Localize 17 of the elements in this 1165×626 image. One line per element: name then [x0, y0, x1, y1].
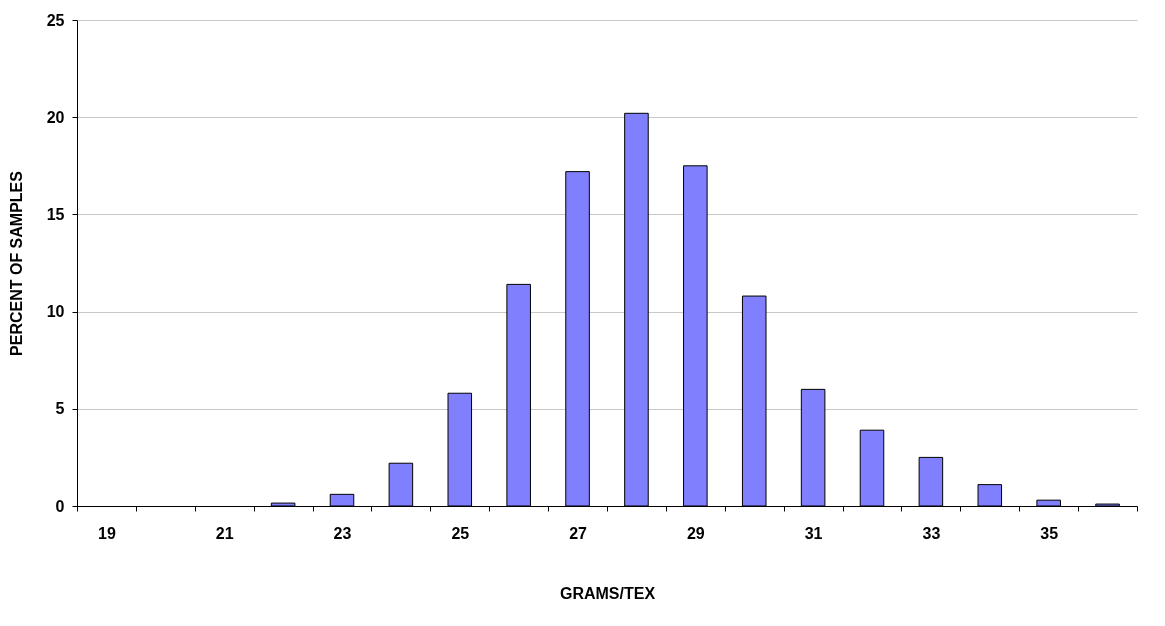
y-tick-label: 20 — [46, 108, 65, 126]
x-tick-label: 21 — [215, 524, 234, 542]
x-tick-label: 23 — [333, 524, 352, 542]
y-tick-label: 5 — [55, 400, 65, 418]
x-axis-title: GRAMS/TEX — [559, 584, 656, 602]
y-tick-label: 0 — [55, 497, 65, 515]
y-tick-label: 10 — [46, 303, 65, 321]
x-tick-label: 35 — [1040, 524, 1059, 542]
y-tick-label: 25 — [46, 11, 65, 29]
y-axis-title: PERCENT OF SAMPLES — [7, 170, 25, 356]
x-tick-label: 33 — [922, 524, 941, 542]
x-tick-label: 27 — [569, 524, 588, 542]
x-tick-label: 31 — [804, 524, 823, 542]
y-tick-label: 15 — [46, 205, 65, 223]
x-tick-label: 25 — [451, 524, 470, 542]
x-tick-label: 19 — [98, 524, 116, 542]
x-tick-label: 29 — [686, 524, 705, 542]
